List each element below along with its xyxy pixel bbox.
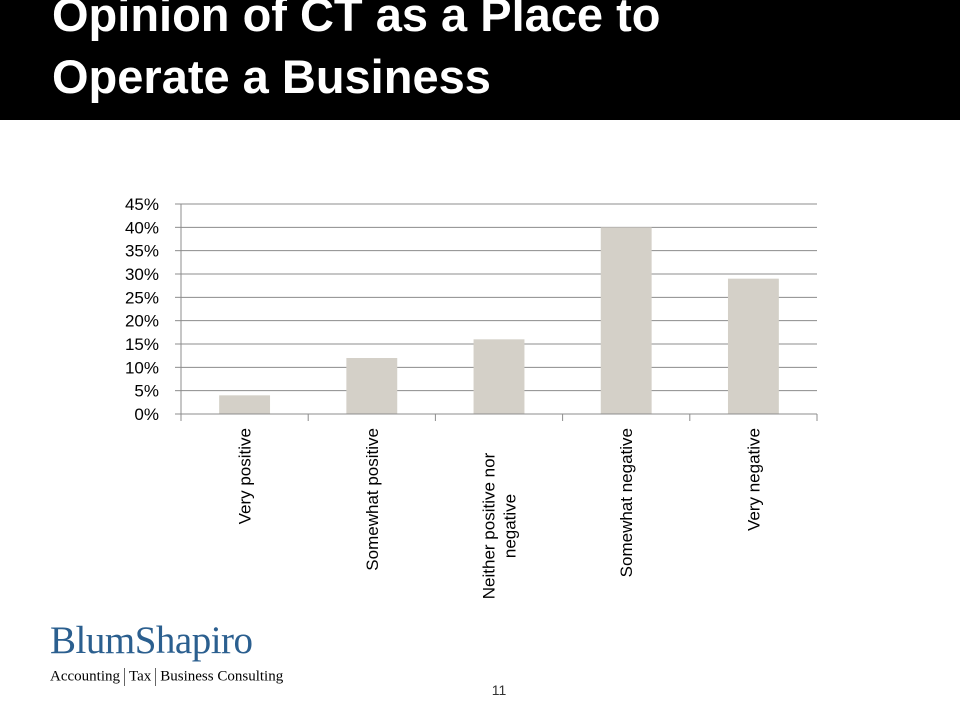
bar (600, 227, 652, 414)
y-tick-label: 20% (125, 312, 159, 331)
slide-title-line-1: Opinion of CT as a Place to (52, 0, 661, 41)
y-tick-label: 5% (134, 382, 159, 401)
y-tick-label: 30% (125, 265, 159, 284)
logo-tagline-separator (155, 668, 157, 686)
bar (346, 358, 398, 414)
x-category-label: Neither positive nor negative (480, 452, 520, 599)
x-category-label: Very positive (236, 428, 255, 524)
logo-name-part-1: Blum (50, 619, 135, 662)
x-category-label-line: Neither positive nor (480, 452, 499, 599)
bar (473, 339, 525, 414)
logo-name-part-2: Shapiro (134, 619, 253, 662)
y-tick-label: 15% (125, 335, 159, 354)
x-category-label-line: Very negative (744, 428, 763, 531)
bar (727, 278, 779, 414)
company-logo: BlumShapiro Accounting Tax Business Consul… (50, 618, 290, 690)
x-category-label-line: negative (501, 494, 520, 558)
logo-tagline: Accounting Tax Business Consulting (50, 668, 283, 686)
x-category-label-line: Somewhat negative (617, 428, 636, 577)
x-category-label: Very negative (744, 428, 763, 531)
x-category-label-line: Very positive (236, 428, 255, 524)
slide-title: Opinion of CT as a Place to Operate a Bu… (52, 0, 932, 108)
slide-title-line-2: Operate a Business (52, 50, 491, 103)
x-category-label-line: Somewhat positive (363, 428, 382, 571)
x-category-label: Somewhat negative (617, 428, 636, 577)
x-category-label: Somewhat positive (363, 428, 382, 571)
title-bar: Opinion of CT as a Place to Operate a Bu… (0, 0, 960, 120)
logo-tagline-item: Tax (128, 668, 152, 685)
logo-tagline-item: Business Consulting (160, 668, 284, 685)
bar (219, 395, 271, 414)
y-tick-label: 25% (125, 288, 159, 307)
logo-tagline-separator (123, 668, 125, 686)
logo-tagline-item: Accounting (50, 668, 120, 685)
y-tick-label: 40% (125, 218, 159, 237)
y-tick-label: 0% (134, 405, 159, 424)
page-number: 11 (491, 682, 507, 698)
y-tick-label: 45% (125, 195, 159, 214)
y-tick-label: 35% (125, 242, 159, 261)
logo-wordmark: BlumShapiro (50, 618, 253, 663)
y-tick-label: 10% (125, 358, 159, 377)
